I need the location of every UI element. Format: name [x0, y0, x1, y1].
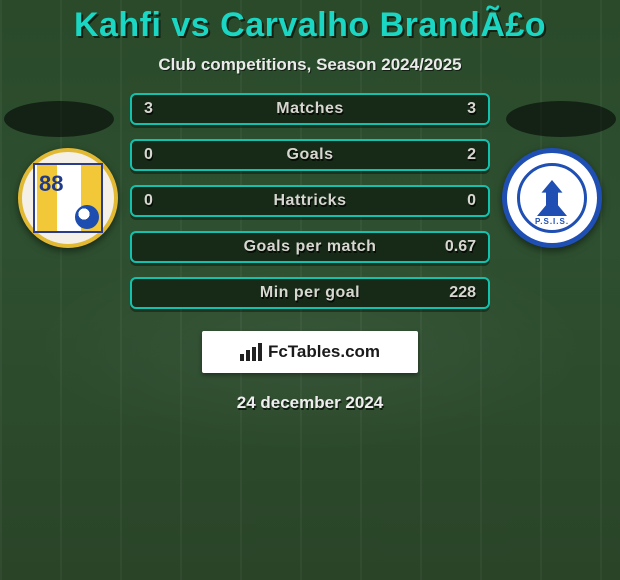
stat-value-left: 0	[144, 146, 153, 164]
stats-rows: 3 Matches 3 0 Goals 2 0 Hattricks 0 Goal…	[130, 93, 490, 309]
branding-text: FcTables.com	[268, 342, 380, 362]
content-wrapper: Kahfi vs Carvalho BrandÃ£o Club competit…	[0, 0, 620, 580]
stat-value-right: 0	[467, 192, 476, 210]
stat-label: Min per goal	[260, 284, 360, 302]
stat-row: Min per goal 228	[130, 277, 490, 309]
team-crest-left: 88	[18, 148, 118, 248]
team-crest-right: P.S.I.S.	[502, 148, 602, 248]
stat-value-right: 0.67	[445, 238, 476, 256]
page-subtitle: Club competitions, Season 2024/2025	[158, 55, 461, 75]
stat-label: Hattricks	[274, 192, 347, 210]
crest-right-text: P.S.I.S.	[535, 217, 569, 226]
stat-row: 3 Matches 3	[130, 93, 490, 125]
page-title: Kahfi vs Carvalho BrandÃ£o	[74, 6, 546, 45]
stat-value-right: 228	[449, 284, 476, 302]
stat-label: Goals per match	[244, 238, 377, 256]
team-crest-right-inner: P.S.I.S.	[517, 163, 587, 233]
stat-row: Goals per match 0.67	[130, 231, 490, 263]
stat-value-right: 3	[467, 100, 476, 118]
stat-label: Matches	[276, 100, 344, 118]
bar-chart-icon	[240, 343, 262, 361]
shadow-ellipse-left	[4, 101, 114, 137]
crest-left-number: 88	[39, 171, 63, 197]
team-crest-left-inner: 88	[33, 163, 103, 233]
stat-row: 0 Hattricks 0	[130, 185, 490, 217]
stat-label: Goals	[287, 146, 334, 164]
soccer-ball-icon	[75, 205, 99, 229]
monument-icon	[537, 180, 567, 216]
stat-row: 0 Goals 2	[130, 139, 490, 171]
shadow-ellipse-right	[506, 101, 616, 137]
stats-area: 88 P.S.I.S. 3 Matches 3 0 Goals 2 0	[0, 93, 620, 413]
date-text: 24 december 2024	[0, 393, 620, 413]
branding-badge: FcTables.com	[202, 331, 418, 373]
stat-value-left: 3	[144, 100, 153, 118]
stat-value-right: 2	[467, 146, 476, 164]
stat-value-left: 0	[144, 192, 153, 210]
